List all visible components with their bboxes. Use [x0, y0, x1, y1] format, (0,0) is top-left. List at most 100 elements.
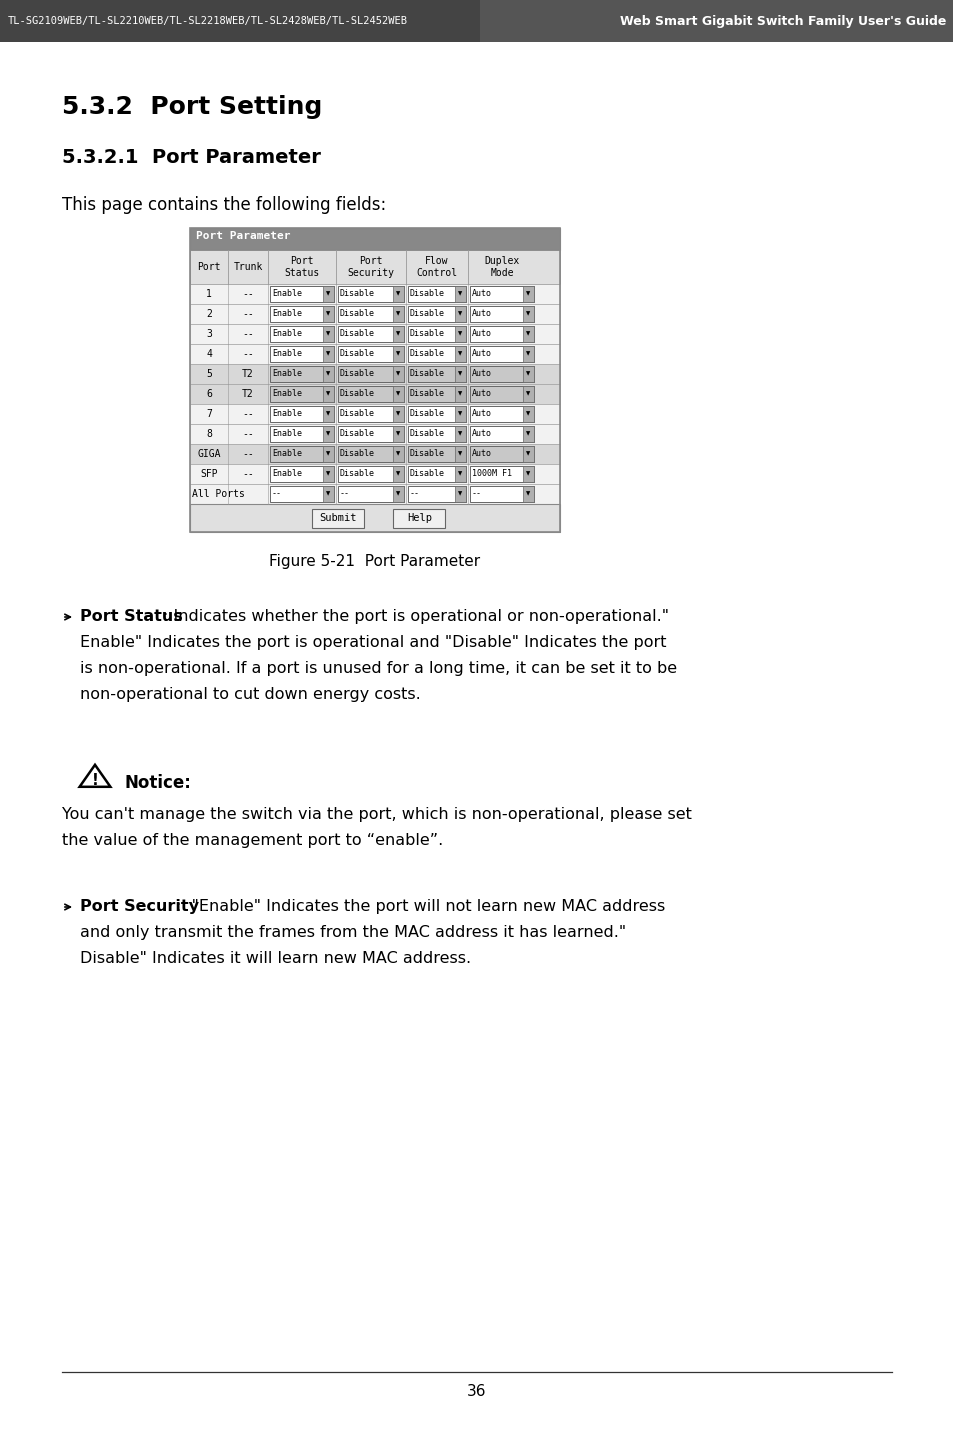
- Bar: [270, 425, 334, 442]
- Bar: [337, 407, 403, 422]
- Text: Port Parameter: Port Parameter: [195, 231, 291, 241]
- Text: ▼: ▼: [526, 371, 530, 377]
- Bar: [270, 387, 334, 402]
- Bar: [455, 485, 465, 503]
- Bar: [455, 407, 465, 422]
- Text: Disable: Disable: [410, 369, 444, 378]
- Bar: [408, 286, 465, 302]
- Bar: [270, 326, 334, 342]
- Bar: [408, 367, 465, 382]
- Bar: [323, 465, 334, 483]
- Text: Auto: Auto: [472, 410, 492, 418]
- Text: Auto: Auto: [472, 430, 492, 438]
- Bar: [455, 387, 465, 402]
- Text: Duplex
Mode: Duplex Mode: [484, 256, 519, 278]
- Text: ▼: ▼: [457, 411, 462, 417]
- Text: Auto: Auto: [472, 309, 492, 318]
- Bar: [522, 485, 534, 503]
- Text: ▼: ▼: [326, 391, 331, 397]
- Text: ▼: ▼: [395, 391, 400, 397]
- Bar: [455, 286, 465, 302]
- Bar: [522, 367, 534, 382]
- Bar: [522, 347, 534, 362]
- Text: ▼: ▼: [326, 411, 331, 417]
- Bar: [522, 326, 534, 342]
- Text: Enable: Enable: [272, 349, 302, 358]
- Bar: [393, 306, 403, 322]
- Text: Disable: Disable: [410, 470, 444, 478]
- Bar: [522, 407, 534, 422]
- Text: --: --: [242, 329, 253, 339]
- Bar: [270, 347, 334, 362]
- Bar: [408, 306, 465, 322]
- Bar: [393, 465, 403, 483]
- Text: Port Status: Port Status: [80, 609, 183, 624]
- Text: ▼: ▼: [395, 312, 400, 316]
- Bar: [393, 347, 403, 362]
- Text: Enable: Enable: [272, 410, 302, 418]
- Text: 36: 36: [467, 1383, 486, 1399]
- Text: Trunk: Trunk: [233, 262, 262, 272]
- Text: Disable: Disable: [339, 369, 375, 378]
- Bar: [393, 286, 403, 302]
- Bar: [393, 485, 403, 503]
- Text: 3: 3: [206, 329, 212, 339]
- Text: ▼: ▼: [326, 451, 331, 457]
- Bar: [408, 465, 465, 483]
- Bar: [470, 306, 534, 322]
- Text: Disable: Disable: [410, 329, 444, 338]
- Text: 5.3.2.1  Port Parameter: 5.3.2.1 Port Parameter: [62, 147, 320, 168]
- Text: Disable: Disable: [339, 430, 375, 438]
- Bar: [455, 445, 465, 463]
- Text: --: --: [242, 309, 253, 319]
- Text: Auto: Auto: [472, 369, 492, 378]
- Bar: [393, 407, 403, 422]
- Bar: [270, 465, 334, 483]
- Text: ▼: ▼: [526, 451, 530, 457]
- Bar: [470, 387, 534, 402]
- Bar: [323, 425, 334, 442]
- Text: Port
Status: Port Status: [284, 256, 319, 278]
- Text: 1000M F1: 1000M F1: [472, 470, 512, 478]
- Text: ▼: ▼: [526, 471, 530, 477]
- Text: Disable: Disable: [410, 410, 444, 418]
- Bar: [455, 425, 465, 442]
- Bar: [337, 286, 403, 302]
- Text: Enable" Indicates the port is operational and "Disable" Indicates the port: Enable" Indicates the port is operationa…: [80, 634, 666, 650]
- Text: --: --: [242, 289, 253, 299]
- Text: ▼: ▼: [457, 371, 462, 377]
- Bar: [408, 326, 465, 342]
- Polygon shape: [79, 765, 111, 786]
- Text: ▼: ▼: [326, 292, 331, 296]
- Bar: [323, 407, 334, 422]
- Text: ▼: ▼: [326, 331, 331, 337]
- Bar: [408, 425, 465, 442]
- Text: --: --: [242, 430, 253, 440]
- Text: 5: 5: [206, 369, 212, 379]
- Text: GIGA: GIGA: [197, 450, 220, 460]
- Text: ▼: ▼: [395, 292, 400, 296]
- Text: Port
Security: Port Security: [347, 256, 395, 278]
- Text: Disable: Disable: [410, 390, 444, 398]
- Text: ▼: ▼: [395, 451, 400, 457]
- Text: ▼: ▼: [457, 471, 462, 477]
- Text: --: --: [242, 450, 253, 460]
- Text: ▼: ▼: [457, 351, 462, 357]
- Bar: [522, 286, 534, 302]
- Bar: [470, 407, 534, 422]
- Bar: [190, 484, 559, 504]
- Bar: [337, 326, 403, 342]
- Text: Disable: Disable: [410, 309, 444, 318]
- Text: Disable: Disable: [410, 450, 444, 458]
- Text: Disable: Disable: [410, 349, 444, 358]
- Text: Disable: Disable: [339, 390, 375, 398]
- Bar: [470, 425, 534, 442]
- Bar: [270, 485, 334, 503]
- Bar: [522, 425, 534, 442]
- Bar: [323, 445, 334, 463]
- Text: Disable: Disable: [410, 289, 444, 298]
- Bar: [393, 445, 403, 463]
- Bar: [337, 425, 403, 442]
- Text: ▼: ▼: [457, 292, 462, 296]
- Bar: [0, 0, 479, 42]
